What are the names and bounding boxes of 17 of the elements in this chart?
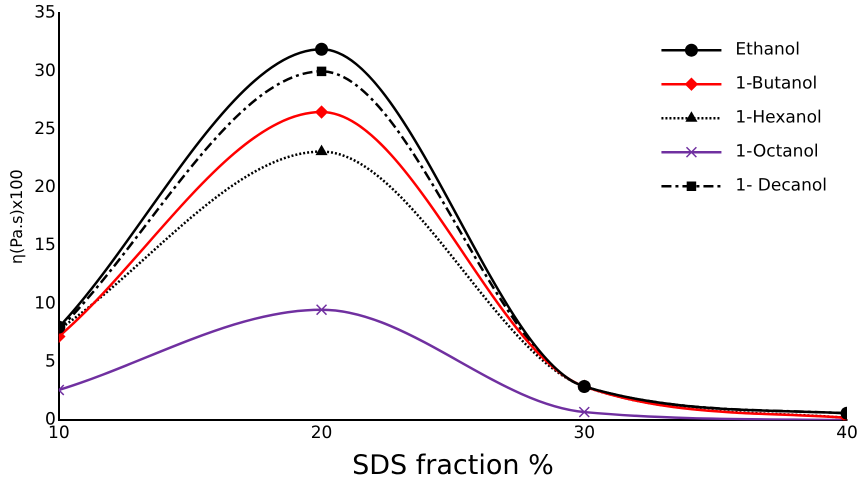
y-tick-label: 30 bbox=[34, 60, 56, 81]
x-axis-title: SDS fraction % bbox=[352, 450, 554, 481]
legend-label: 1-Butanol bbox=[735, 74, 818, 94]
y-tick-label: 15 bbox=[34, 235, 56, 256]
y-tick-label: 5 bbox=[45, 351, 56, 372]
legend-label: Ethanol bbox=[735, 40, 800, 60]
legend-label: 1-Hexanol bbox=[735, 108, 822, 128]
legend-label: 1-Octanol bbox=[735, 142, 819, 162]
y-tick-label: 10 bbox=[34, 293, 56, 314]
x-tick-label: 30 bbox=[573, 422, 596, 443]
y-tick-label: 35 bbox=[34, 2, 56, 23]
x-tick-label: 40 bbox=[836, 422, 858, 443]
legend-label: 1- Decanol bbox=[735, 176, 828, 196]
y-tick-label: 20 bbox=[34, 177, 56, 198]
x-tick-label: 20 bbox=[310, 422, 332, 443]
y-tick-label: 25 bbox=[34, 118, 56, 139]
y-axis-title: η(Pa.s)x100 bbox=[6, 169, 26, 264]
